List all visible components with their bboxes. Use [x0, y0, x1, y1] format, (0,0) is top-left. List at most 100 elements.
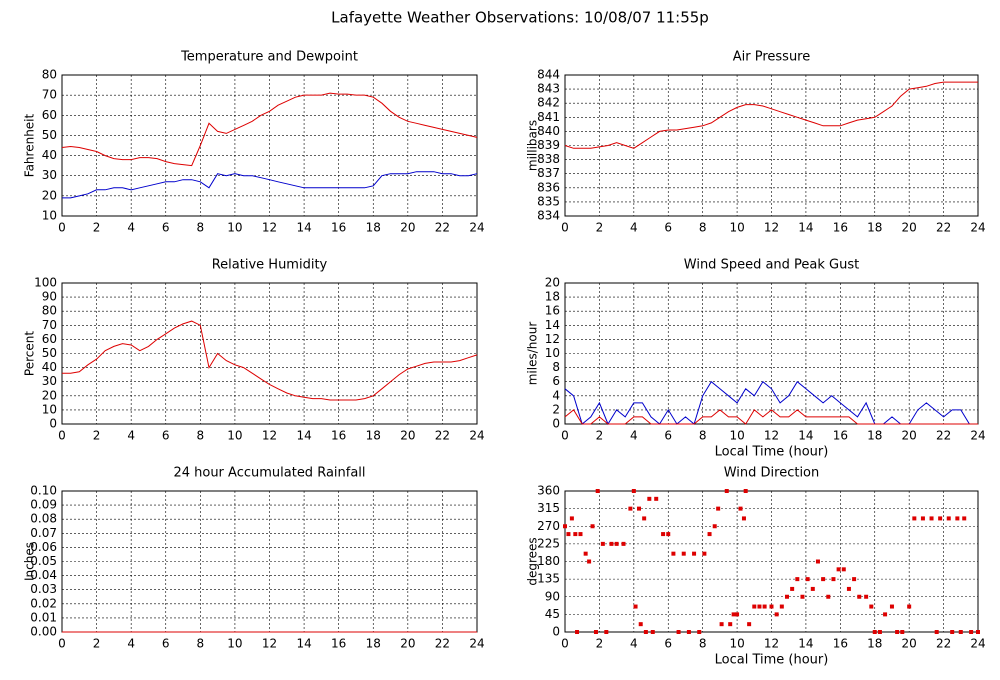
data-point	[702, 551, 707, 556]
x-tick-label: 14	[296, 429, 311, 443]
y-tick-label: 80	[42, 304, 57, 318]
chart-title: 24 hour Accumulated Rainfall	[173, 466, 365, 481]
data-point	[636, 506, 641, 511]
y-tick-label: 842	[537, 96, 560, 110]
data-point	[889, 604, 894, 609]
y-tick-label: 0.03	[30, 582, 57, 596]
data-point	[681, 551, 686, 556]
data-line	[62, 171, 478, 199]
data-point	[741, 516, 746, 521]
y-axis-label: degrees	[526, 537, 540, 585]
x-tick-label: 18	[867, 221, 882, 235]
data-point	[907, 604, 912, 609]
data-point	[569, 516, 574, 521]
data-point	[566, 532, 571, 537]
y-tick-label: 12	[545, 332, 560, 346]
data-point	[719, 622, 724, 627]
y-tick-label: 835	[537, 194, 560, 208]
data-point	[697, 630, 702, 634]
x-tick-label: 2	[93, 637, 101, 651]
x-tick-label: 14	[296, 637, 311, 651]
data-point	[643, 630, 648, 634]
y-tick-label: 0	[552, 625, 560, 639]
y-tick-label: 45	[545, 607, 560, 621]
y-tick-label: 6	[552, 374, 560, 388]
x-tick-label: 2	[93, 221, 101, 235]
x-tick-label: 22	[936, 429, 951, 443]
data-point	[738, 506, 743, 511]
y-tick-label: 225	[537, 536, 560, 550]
data-point	[864, 594, 869, 599]
x-tick-label: 16	[833, 221, 848, 235]
x-tick-label: 18	[366, 221, 381, 235]
data-point	[826, 594, 831, 599]
chart-title: Relative Humidity	[212, 258, 328, 273]
x-tick-label: 10	[729, 429, 744, 443]
data-point	[638, 622, 643, 627]
data-point	[769, 604, 774, 609]
plot-frame	[564, 490, 979, 633]
x-tick-label: 8	[699, 637, 707, 651]
y-tick-label: 30	[42, 168, 57, 182]
x-tick-label: 16	[833, 637, 848, 651]
y-tick-label: 834	[537, 209, 560, 223]
data-point	[573, 532, 578, 537]
data-point	[642, 516, 647, 521]
x-tick-label: 14	[798, 429, 813, 443]
data-point	[575, 630, 580, 634]
y-tick-label: 10	[545, 346, 560, 360]
chart-title: Wind Direction	[724, 466, 820, 481]
data-point	[900, 630, 905, 634]
data-point	[595, 489, 600, 493]
data-point	[912, 516, 917, 521]
data-point	[757, 604, 762, 609]
y-tick-label: 844	[537, 68, 560, 82]
y-tick-label: 837	[537, 166, 560, 180]
data-point	[728, 622, 733, 627]
data-point	[779, 604, 784, 609]
x-tick-label: 4	[127, 221, 135, 235]
data-point	[846, 586, 851, 591]
plot-frame	[61, 74, 478, 217]
y-tick-label: 0.02	[30, 596, 57, 610]
data-point	[976, 630, 980, 634]
x-tick-label: 16	[331, 221, 346, 235]
y-tick-label: 100	[34, 276, 57, 290]
y-tick-label: 0.00	[30, 625, 57, 639]
y-tick-label: 80	[42, 68, 57, 82]
x-tick-label: 14	[798, 637, 813, 651]
y-tick-label: 0.06	[30, 540, 57, 554]
y-tick-label: 840	[537, 124, 560, 138]
data-point	[784, 594, 789, 599]
data-point	[805, 577, 810, 582]
x-tick-label: 20	[400, 429, 415, 443]
data-point	[647, 496, 652, 501]
data-point	[676, 630, 681, 634]
data-line	[564, 409, 978, 425]
y-tick-label: 70	[42, 318, 57, 332]
x-tick-label: 16	[331, 429, 346, 443]
x-tick-label: 12	[764, 221, 779, 235]
x-tick-label: 0	[561, 221, 569, 235]
data-point	[628, 506, 633, 511]
x-tick-label: 12	[764, 429, 779, 443]
x-tick-label: 0	[58, 429, 66, 443]
y-tick-label: 0.04	[30, 568, 57, 582]
data-point	[774, 612, 779, 617]
y-tick-label: 8	[552, 360, 560, 374]
y-axis-label: Inches	[23, 542, 37, 581]
y-tick-label: 839	[537, 138, 560, 152]
data-point	[790, 586, 795, 591]
data-line	[62, 320, 478, 401]
y-tick-label: 0.01	[30, 610, 57, 624]
x-tick-label: 12	[262, 637, 277, 651]
data-point	[654, 496, 659, 501]
x-tick-label: 2	[596, 429, 604, 443]
y-tick-label: 315	[537, 501, 560, 515]
x-tick-label: 6	[664, 429, 672, 443]
y-tick-label: 0	[552, 417, 560, 431]
x-tick-label: 20	[902, 221, 917, 235]
x-tick-label: 24	[469, 637, 484, 651]
y-tick-label: 135	[537, 572, 560, 586]
x-tick-label: 22	[435, 637, 450, 651]
